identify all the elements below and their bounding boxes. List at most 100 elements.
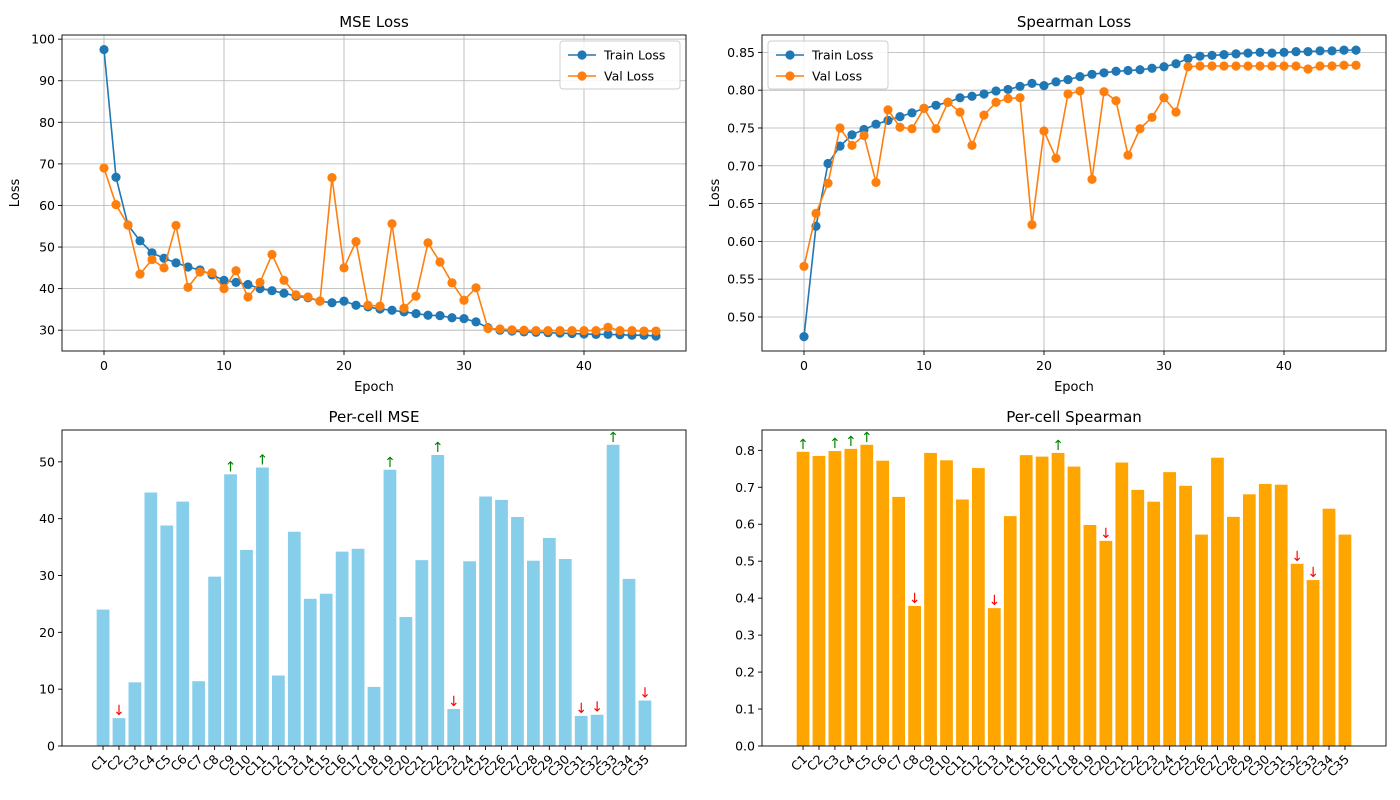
y-tick-label: 0.8 bbox=[735, 443, 755, 458]
data-point bbox=[955, 107, 965, 117]
legend-entry: Train Loss bbox=[811, 48, 873, 63]
data-point bbox=[411, 308, 421, 319]
data-point bbox=[603, 329, 613, 339]
data-point bbox=[1339, 45, 1349, 55]
x-tick-label: 10 bbox=[216, 358, 232, 373]
data-point bbox=[1039, 81, 1049, 91]
data-point bbox=[1207, 50, 1217, 61]
per-cell-mse-chart: Per-cell MSE01020304050C1C2C3C4C5C6C7C8C… bbox=[39, 408, 687, 780]
data-point bbox=[111, 172, 121, 182]
data-point bbox=[979, 89, 989, 99]
bar-annotation: ↓ bbox=[639, 686, 651, 702]
bar bbox=[987, 608, 1001, 746]
data-point bbox=[1219, 50, 1229, 60]
bar bbox=[335, 551, 349, 746]
data-point bbox=[1015, 93, 1025, 103]
y-tick-label: 90 bbox=[39, 73, 55, 88]
x-tick-label: 40 bbox=[1276, 358, 1292, 373]
data-point bbox=[895, 122, 905, 132]
data-point bbox=[967, 140, 977, 150]
data-point bbox=[591, 326, 601, 336]
y-tick-label: 80 bbox=[39, 115, 55, 130]
data-point bbox=[871, 177, 881, 188]
bar bbox=[256, 467, 269, 746]
data-point bbox=[495, 324, 505, 334]
y-tick-label: 0.4 bbox=[735, 591, 755, 606]
legend-marker bbox=[577, 71, 587, 81]
bar-annotation: ↓ bbox=[909, 591, 921, 607]
data-point bbox=[339, 263, 349, 273]
data-point bbox=[931, 100, 941, 110]
data-point bbox=[135, 236, 145, 246]
data-point bbox=[823, 178, 833, 188]
legend-entry: Train Loss bbox=[603, 48, 665, 63]
data-point bbox=[147, 254, 157, 265]
bar bbox=[447, 709, 461, 746]
data-point bbox=[1123, 150, 1133, 160]
bar bbox=[240, 549, 253, 746]
data-point bbox=[1267, 61, 1277, 71]
data-point bbox=[907, 108, 917, 118]
data-point bbox=[1099, 68, 1109, 78]
bar bbox=[796, 451, 810, 746]
x-tick-label: 20 bbox=[1036, 358, 1052, 373]
data-point bbox=[423, 310, 433, 320]
data-point bbox=[423, 238, 433, 248]
data-point bbox=[279, 288, 289, 298]
bar bbox=[1338, 534, 1352, 746]
data-point bbox=[1195, 51, 1205, 61]
data-point bbox=[1327, 61, 1337, 71]
data-point bbox=[1123, 65, 1133, 76]
bar-annotation: ↓ bbox=[575, 701, 587, 717]
data-point bbox=[567, 326, 577, 336]
data-point bbox=[471, 283, 481, 293]
data-point bbox=[279, 275, 289, 285]
bar bbox=[367, 686, 381, 746]
data-point bbox=[1087, 69, 1097, 79]
legend-marker bbox=[785, 71, 795, 81]
data-point bbox=[195, 267, 205, 277]
y-tick-label: 0.0 bbox=[735, 739, 755, 754]
bar bbox=[271, 675, 285, 746]
bar-annotation: ↓ bbox=[113, 703, 125, 719]
data-point bbox=[1075, 71, 1085, 82]
data-point bbox=[967, 91, 977, 101]
bar bbox=[622, 578, 636, 746]
data-point bbox=[895, 112, 905, 122]
data-point bbox=[1291, 47, 1301, 57]
data-point bbox=[375, 301, 385, 311]
data-point bbox=[835, 141, 845, 151]
x-axis-label: Epoch bbox=[1054, 380, 1094, 395]
data-point bbox=[1207, 61, 1217, 71]
data-point bbox=[979, 110, 989, 120]
y-tick-label: 0.75 bbox=[727, 120, 755, 135]
data-point bbox=[1291, 61, 1301, 71]
bar bbox=[574, 715, 588, 746]
data-point bbox=[1231, 49, 1241, 59]
data-point bbox=[159, 263, 169, 273]
data-point bbox=[447, 313, 457, 323]
y-tick-label: 0.1 bbox=[735, 702, 755, 717]
bar bbox=[431, 455, 445, 746]
spearman-loss-chart: Spearman Loss 0 10 20 30 40 0.50 0.55 0.60 0.65 0.… bbox=[708, 13, 1387, 395]
bar bbox=[1003, 516, 1017, 746]
data-point bbox=[531, 326, 541, 336]
data-point bbox=[243, 292, 253, 302]
bar bbox=[383, 469, 397, 746]
data-point bbox=[255, 277, 265, 287]
data-point bbox=[823, 158, 833, 169]
bar bbox=[1306, 580, 1320, 746]
data-point bbox=[1147, 112, 1157, 123]
bar-annotation: ↓ bbox=[1100, 526, 1112, 542]
x-tick-label: 40 bbox=[576, 358, 592, 373]
bar-annotation: ↓ bbox=[448, 694, 460, 710]
bar bbox=[606, 444, 620, 746]
data-point bbox=[919, 103, 929, 113]
bar-annotation: ↑ bbox=[797, 437, 809, 453]
data-point bbox=[1027, 220, 1037, 230]
data-point bbox=[327, 298, 337, 308]
bar bbox=[192, 681, 206, 746]
data-point bbox=[1135, 65, 1145, 75]
data-point bbox=[859, 130, 869, 141]
bar bbox=[112, 718, 126, 746]
